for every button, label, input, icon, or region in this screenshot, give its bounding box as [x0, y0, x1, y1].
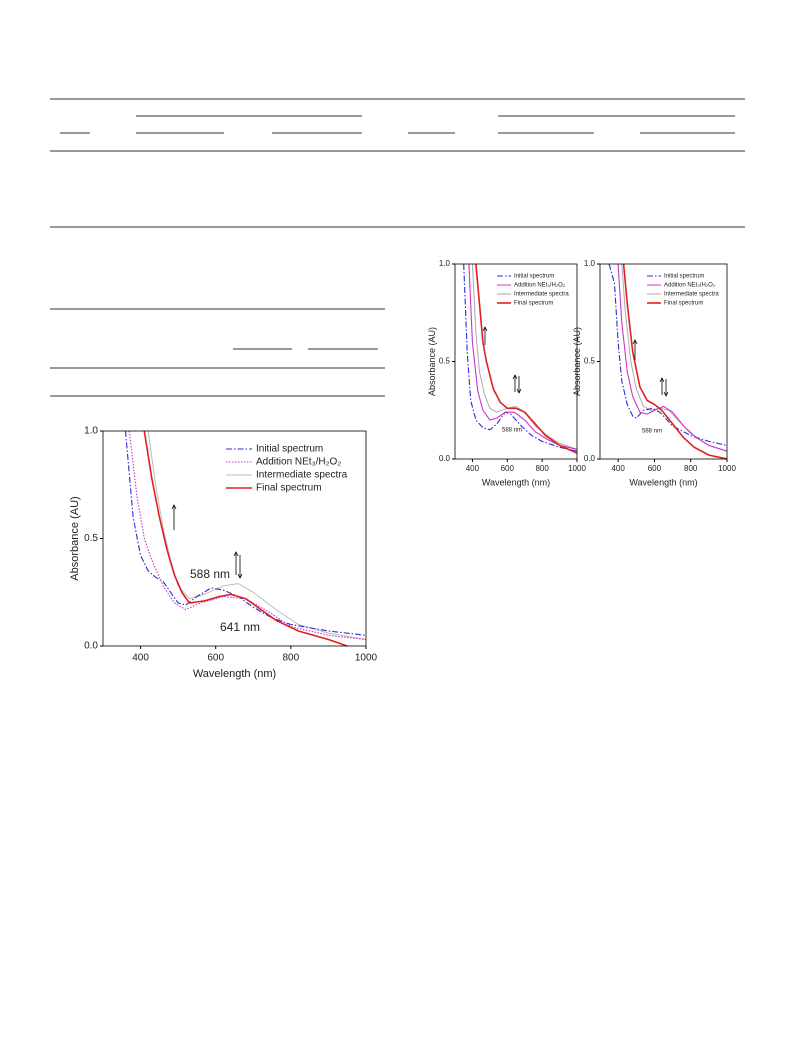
series-line	[147, 430, 366, 640]
legend-label: Addition NEt₃/H₂O₂	[256, 457, 341, 468]
arrow-head	[659, 377, 665, 383]
arrow-head	[663, 391, 669, 397]
annotation: 588 nm	[502, 428, 522, 434]
legend-label: Intermediate spectra	[256, 470, 348, 481]
x-tick-label: 1000	[355, 653, 378, 664]
y-tick-label: 0.5	[439, 357, 451, 366]
y-tick-label: 0.0	[439, 454, 451, 463]
y-axis-label: Absorbance (AU)	[427, 327, 437, 396]
arrow-head	[233, 551, 239, 557]
legend-label: Initial spectrum	[664, 274, 704, 280]
x-tick-label: 1000	[568, 464, 586, 473]
chart: 400 600 800 1000 0.0 0.5 1.0 Wavelength (nm) Abs…	[572, 259, 736, 487]
series-line	[617, 263, 727, 452]
plot-frame	[102, 430, 367, 647]
y-tick-label: 0.5	[584, 357, 596, 366]
x-tick-label: 400	[466, 464, 480, 473]
x-tick-label: 400	[611, 464, 625, 473]
x-tick-label: 800	[535, 464, 549, 473]
arrow-head	[482, 326, 488, 332]
y-tick-label: 1.0	[84, 426, 98, 437]
series-line	[468, 263, 577, 450]
plot-frame	[454, 263, 578, 460]
series-line	[124, 430, 366, 636]
y-axis-label: Absorbance (AU)	[69, 496, 81, 580]
arrow-head	[237, 573, 243, 579]
table-top	[50, 98, 745, 228]
table-small	[50, 308, 385, 397]
series-line	[622, 263, 727, 460]
legend-label: Initial spectrum	[256, 444, 323, 455]
chart: 400 600 800 1000 0.0 0.5 1.0 Wavelength (nm) Abs…	[427, 259, 586, 487]
x-tick-label: 600	[207, 653, 224, 664]
annotation: 588 nm	[190, 567, 230, 581]
x-tick-label: 600	[648, 464, 662, 473]
y-tick-label: 1.0	[584, 259, 596, 268]
x-tick-label: 600	[501, 464, 515, 473]
series-line	[475, 263, 577, 454]
x-tick-label: 800	[283, 653, 300, 664]
y-tick-label: 1.0	[439, 259, 451, 268]
x-axis-label: Wavelength (nm)	[629, 477, 697, 487]
arrow-head	[512, 374, 518, 380]
chart: 400 600 800 1000 0.0 0.5 1.0 Wavelength (nm) Abs…	[69, 426, 378, 680]
x-tick-label: 800	[684, 464, 698, 473]
y-tick-label: 0.0	[84, 641, 98, 652]
annotation: 641 nm	[220, 620, 260, 634]
legend-label: Intermediate spectra	[664, 292, 719, 298]
series-line	[608, 263, 727, 446]
legend-label: Intermediate spectra	[514, 292, 569, 298]
legend-label: Final spectrum	[514, 301, 553, 307]
annotation: 588 nm	[642, 429, 662, 435]
legend-label: Addition NEt₃/H₂O₂	[514, 283, 566, 289]
legend-label: Final spectrum	[256, 483, 322, 494]
x-axis-label: Wavelength (nm)	[193, 668, 276, 680]
arrow-head	[171, 504, 177, 510]
arrow-head	[632, 339, 638, 345]
legend-label: Final spectrum	[664, 301, 703, 307]
legend-label: Initial spectrum	[514, 274, 554, 280]
plot-frame	[599, 263, 728, 460]
legend-label: Addition NEt₃/H₂O₂	[664, 283, 716, 289]
series-line	[463, 263, 577, 452]
series-line	[143, 430, 348, 647]
x-axis-label: Wavelength (nm)	[482, 477, 550, 487]
x-tick-label: 1000	[718, 464, 736, 473]
y-axis-label: Absorbance (AU)	[572, 327, 582, 396]
y-tick-label: 0.0	[584, 454, 596, 463]
arrow-head	[516, 388, 522, 394]
series-line	[128, 430, 366, 641]
x-tick-label: 400	[132, 653, 149, 664]
y-tick-label: 0.5	[84, 533, 98, 544]
